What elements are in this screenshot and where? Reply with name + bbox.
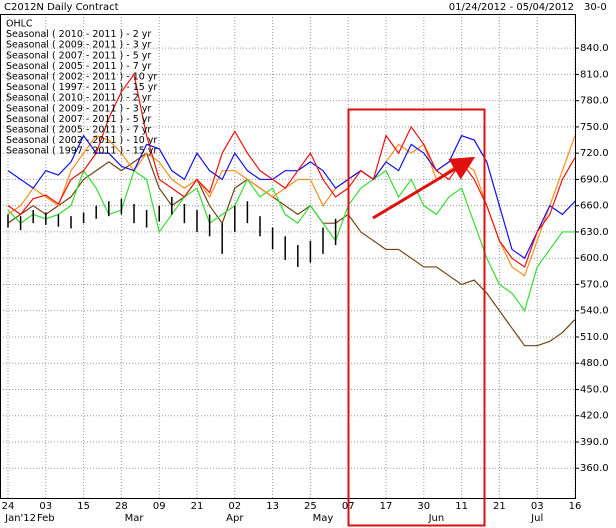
y-tick-label: 840.0	[580, 43, 609, 54]
y-tick-label: 630.0	[580, 227, 609, 238]
plot-frame	[0, 14, 576, 499]
x-tick-label: 07	[342, 501, 355, 512]
trend-arrow	[372, 156, 476, 220]
highlight-box	[347, 108, 486, 527]
x-tick-label: 30	[417, 501, 430, 512]
legend-entry: Seasonal ( 2007 - 2011 ) - 5 yr	[6, 114, 151, 125]
y-tick-label: 690.0	[580, 174, 609, 185]
legend-entry: Seasonal ( 2010 - 2011 ) - 2 yr	[6, 93, 151, 104]
x-month-label: May	[313, 513, 334, 524]
x-tick-label: 02	[228, 501, 241, 512]
series-line	[7, 72, 576, 268]
y-tick-label: 780.0	[580, 96, 609, 107]
x-month-label: Apr	[226, 513, 244, 524]
x-month-label: Jun	[428, 513, 445, 524]
legend-entry: Seasonal ( 2002 - 2011 ) - 10 yr	[6, 135, 157, 146]
x-tick-label: 16	[569, 501, 582, 512]
legend-entry: OHLC	[6, 19, 33, 30]
x-tick-label: 03	[39, 501, 52, 512]
y-tick-label: 660.0	[580, 201, 609, 212]
x-month-label: Feb	[37, 513, 55, 524]
y-tick-label: 810.0	[580, 69, 609, 80]
legend-entry: Seasonal ( 2010 - 2011 ) - 2 yr	[6, 29, 151, 40]
legend-entry: Seasonal ( 1997 - 2011 ) - 15 yr	[6, 146, 157, 157]
legend-entry: Seasonal ( 1997 - 2011 ) - 15 yr	[6, 82, 157, 93]
y-tick-label: 390.0	[580, 437, 609, 448]
x-tick-label: 24	[2, 501, 15, 512]
y-tick-label: 540.0	[580, 306, 609, 317]
x-tick-label: 21	[191, 501, 204, 512]
chart-title: C2012N Daily Contract	[4, 2, 119, 13]
legend-entry: Seasonal ( 2007 - 2011 ) - 5 yr	[6, 50, 151, 61]
series-line	[7, 134, 576, 260]
series-line	[7, 152, 576, 347]
date-range: 01/24/2012 - 05/04/2012	[449, 2, 574, 13]
legend-entry: Seasonal ( 2002 - 2011 ) - 10 yr	[6, 72, 157, 83]
x-tick-label: 15	[77, 501, 90, 512]
y-tick-label: 570.0	[580, 279, 609, 290]
corner-label: 30-0	[584, 2, 607, 13]
y-tick-label: 480.0	[580, 358, 609, 369]
y-tick-label: 510.0	[580, 332, 609, 343]
y-tick-label: 600.0	[580, 253, 609, 264]
x-tick-label: 25	[304, 501, 317, 512]
y-tick-label: 720.0	[580, 148, 609, 159]
legend-entry: Seasonal ( 2009 - 2011 ) - 3 yr	[6, 103, 151, 114]
x-tick-label: 09	[153, 501, 166, 512]
y-tick-label: 450.0	[580, 384, 609, 395]
x-tick-label: 03	[531, 501, 544, 512]
series-line	[7, 169, 575, 313]
y-tick-label: 360.0	[580, 463, 609, 474]
legend-entry: Seasonal ( 2009 - 2011 ) - 3 yr	[6, 40, 151, 51]
x-tick-label: 28	[115, 501, 128, 512]
y-tick-label: 750.0	[580, 122, 609, 133]
x-month-label: Mar	[125, 513, 145, 524]
plot	[7, 72, 576, 347]
x-tick-label: 21	[493, 501, 506, 512]
x-tick-label: 11	[455, 501, 468, 512]
x-tick-label: 17	[380, 501, 393, 512]
series-line	[7, 134, 576, 277]
x-month-label: Jan'12	[4, 513, 36, 524]
legend-entry: Seasonal ( 2005 - 2011 ) - 7 yr	[6, 61, 151, 72]
x-month-label: Jul	[530, 513, 543, 524]
legend-entry: Seasonal ( 2005 - 2011 ) - 7 yr	[6, 125, 151, 136]
grid	[0, 14, 576, 498]
x-tick-label: 13	[266, 501, 279, 512]
y-tick-label: 420.0	[580, 411, 609, 422]
